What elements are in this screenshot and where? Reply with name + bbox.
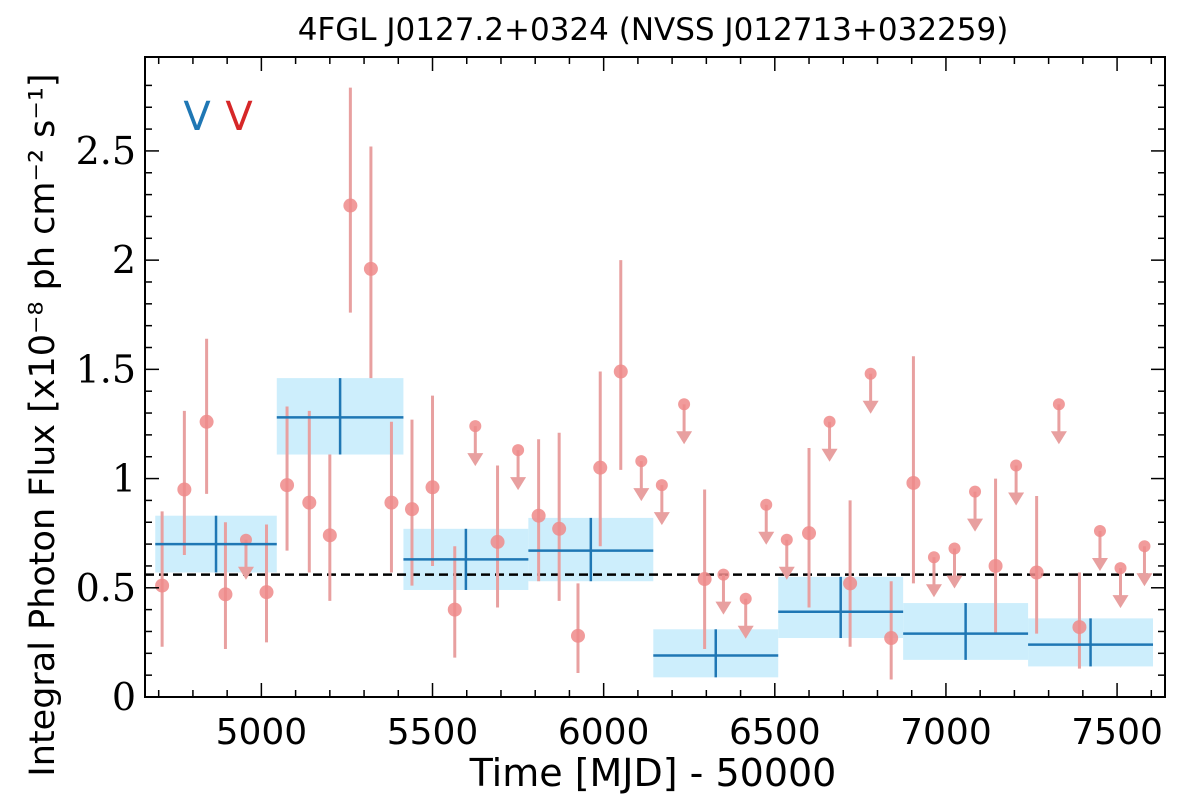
upper-limit-point [1114, 562, 1127, 575]
x-tick-label: 7500 [1071, 712, 1163, 753]
upper-limit-point [239, 533, 252, 546]
detection-point [404, 502, 419, 517]
detection-point [425, 480, 440, 495]
detection-point [302, 495, 317, 510]
upper-limit-arrowhead [653, 512, 670, 526]
upper-limit-point [635, 455, 648, 468]
detection-point [384, 495, 399, 510]
axes-frame [144, 56, 1166, 698]
detection-point [531, 508, 546, 523]
upper-limit-point [1052, 398, 1065, 411]
upper-limit-arrowhead [737, 625, 754, 639]
detection-point [697, 572, 712, 587]
upper-limit-arrowhead [676, 431, 693, 445]
version-markers: V V [183, 94, 253, 140]
upper-limit-arrowhead [1136, 573, 1153, 587]
x-tick-label: 5000 [216, 712, 308, 753]
x-axis-label: Time [MJD] - 50000 [469, 751, 837, 795]
x-tick-label: 7000 [900, 712, 992, 753]
upper-limit-arrowhead [778, 566, 795, 580]
y-tick-label: 0.5 [76, 566, 136, 610]
marker-v-red: V [225, 94, 253, 140]
detection-point [884, 631, 899, 646]
upper-limit-point [969, 485, 982, 498]
y-tick-label: 1 [112, 457, 136, 501]
upper-limit-point [655, 479, 668, 492]
detection-point [552, 521, 567, 536]
detection-point [447, 602, 462, 617]
detection-point [802, 526, 817, 541]
detection-point [613, 364, 628, 379]
detection-point [1072, 620, 1087, 635]
upper-limit-point [678, 398, 691, 411]
detection-point [322, 528, 337, 543]
x-tick-label: 5500 [387, 712, 479, 753]
upper-limit-arrowhead [715, 601, 732, 615]
detection-point [363, 261, 378, 276]
detection-point [177, 482, 192, 497]
upper-limit-arrowhead [1008, 492, 1025, 506]
upper-limit-point [864, 367, 877, 380]
upper-limit-point [927, 551, 940, 564]
upper-limit-arrowhead [1112, 595, 1129, 609]
upper-limit-point [717, 568, 730, 581]
detection-point [843, 576, 858, 591]
upper-limit-point [780, 533, 793, 546]
detection-point [490, 534, 505, 549]
y-tick-label: 1.5 [76, 347, 136, 391]
upper-limit-point [1093, 524, 1106, 537]
x-tick-labels: 5000 5500 6000 6500 7000 7500 [216, 712, 1163, 753]
upper-limit-arrowhead [237, 566, 254, 580]
marker-v-blue: V [183, 94, 211, 140]
upper-limit-arrowhead [467, 453, 484, 467]
upper-limit-point [823, 415, 836, 428]
upper-limit-arrowhead [1091, 557, 1108, 571]
upper-limit-point [512, 444, 525, 457]
upper-limit-arrowhead [925, 584, 942, 598]
upper-limit-arrowhead [758, 531, 775, 545]
detection-point [988, 558, 1003, 573]
detection-point [199, 414, 214, 429]
upper-limit-point [760, 498, 773, 511]
chart-title: 4FGL J0127.2+0324 (NVSS J012713+032259) [298, 12, 1009, 48]
detection-point [570, 628, 585, 643]
detection-point [280, 478, 295, 493]
detection-point [906, 475, 921, 490]
upper-limit-arrowhead [946, 575, 963, 589]
x-tick-label: 6500 [729, 712, 821, 753]
upper-limit-point [1010, 459, 1023, 472]
upper-limit-arrowhead [967, 518, 984, 532]
detection-point [343, 198, 358, 213]
upper-limit-point [739, 592, 752, 605]
upper-limit-arrowhead [633, 488, 650, 502]
detection-point [155, 578, 170, 593]
detection-point [1029, 565, 1044, 580]
upper-limit-arrowhead [862, 400, 879, 414]
detection-point [259, 585, 274, 600]
upper-limit-point [1138, 540, 1151, 553]
upper-limit-arrowhead [1050, 431, 1067, 445]
detection-point [218, 587, 233, 602]
upper-limit-arrowhead [510, 477, 527, 491]
upper-limit-point [469, 420, 482, 433]
y-tick-label: 2 [112, 238, 136, 282]
y-tick-label: 2.5 [76, 129, 136, 173]
upper-limit-arrowhead [821, 448, 838, 462]
detection-point [593, 460, 608, 475]
y-tick-label: 0 [112, 675, 136, 719]
y-axis-label: Integral Photon Flux [x10⁻⁸ ph cm⁻² s⁻¹] [23, 73, 63, 776]
x-tick-label: 6000 [558, 712, 650, 753]
upper-limit-point [948, 542, 961, 555]
plot-area [144, 56, 1166, 698]
y-tick-labels: 0 0.5 1 1.5 2 2.5 [76, 129, 136, 719]
